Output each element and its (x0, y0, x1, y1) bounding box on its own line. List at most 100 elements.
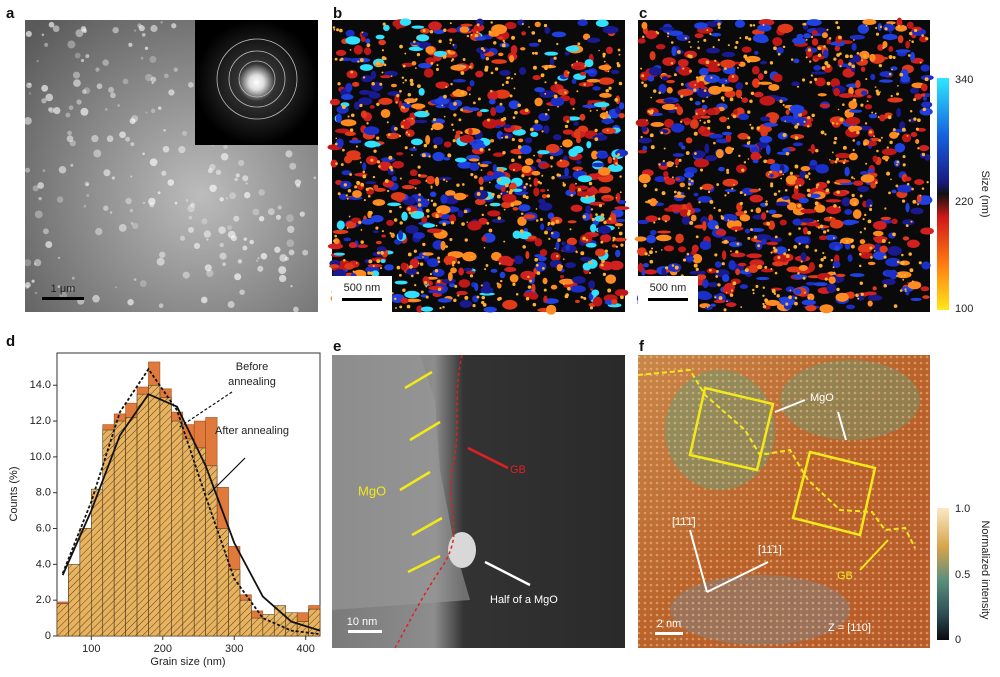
grain (65, 112, 71, 118)
grain (845, 240, 849, 243)
grain (878, 63, 882, 68)
grain (352, 190, 362, 198)
grain (374, 187, 386, 192)
grain (794, 296, 798, 300)
grain (562, 181, 565, 184)
grain (582, 212, 591, 221)
grain (539, 90, 556, 99)
grain (844, 54, 849, 59)
grain (486, 118, 491, 122)
grain (706, 47, 720, 54)
grain (782, 133, 787, 137)
grain (586, 78, 601, 83)
bar (285, 612, 298, 637)
grain (778, 190, 781, 193)
grain (875, 181, 878, 184)
grain (666, 32, 670, 35)
grain (220, 152, 229, 161)
grain (218, 226, 226, 234)
grain (911, 280, 914, 283)
grain (383, 57, 387, 61)
grain (157, 106, 162, 110)
grain (902, 236, 910, 241)
grain (555, 254, 559, 258)
grain (354, 185, 358, 189)
grain (341, 94, 354, 100)
grain (406, 101, 410, 105)
grain (95, 67, 100, 72)
grain (219, 252, 227, 260)
grain (869, 130, 873, 134)
grain (743, 161, 747, 164)
grain (436, 64, 439, 67)
grain (834, 245, 841, 252)
grain (332, 26, 336, 29)
grain (411, 154, 413, 156)
grain (145, 111, 148, 114)
grain (686, 252, 690, 256)
grain (611, 299, 618, 305)
grain (25, 30, 32, 38)
grain (860, 292, 864, 297)
grain (635, 118, 649, 127)
grain (865, 24, 868, 27)
grain (294, 179, 302, 186)
grain (644, 200, 659, 204)
grain (643, 183, 647, 188)
grain (370, 271, 374, 275)
grain (869, 204, 873, 207)
arrows (689, 399, 847, 593)
grain (865, 162, 868, 165)
grain (879, 71, 894, 78)
grain (497, 177, 502, 182)
grain (885, 257, 901, 267)
grain (586, 141, 592, 149)
grain (836, 122, 839, 125)
grain (710, 303, 716, 307)
grain (400, 297, 409, 304)
grain (848, 86, 854, 96)
grain (731, 147, 735, 151)
grain (443, 94, 447, 99)
grain (916, 127, 926, 132)
grain (556, 42, 559, 46)
grain (404, 79, 408, 82)
grain (384, 70, 398, 77)
grain (445, 180, 448, 183)
grain (290, 285, 293, 288)
grain (694, 84, 697, 86)
grain (378, 39, 387, 46)
grain (446, 28, 459, 33)
grain (610, 69, 620, 75)
grain (391, 176, 398, 182)
grain (534, 21, 541, 28)
grain (432, 118, 437, 122)
grain (607, 70, 610, 73)
grain (582, 104, 598, 109)
grain (680, 120, 683, 123)
grain (53, 107, 61, 115)
grain (430, 61, 434, 65)
grain (684, 37, 688, 40)
grain (462, 251, 477, 262)
grain (449, 238, 453, 242)
grain (219, 242, 224, 248)
grain (420, 290, 424, 294)
grain (817, 46, 821, 51)
grain (722, 178, 739, 187)
grain (458, 279, 471, 288)
grain (920, 64, 930, 72)
grain (750, 91, 755, 96)
grain (888, 191, 891, 195)
grain (576, 60, 578, 63)
grain (488, 148, 491, 151)
grain (234, 177, 238, 182)
grain (775, 201, 789, 207)
grain (764, 265, 768, 269)
grain (835, 179, 852, 184)
grain (409, 169, 418, 177)
grain (381, 49, 385, 52)
grain (480, 47, 484, 51)
grain (859, 239, 866, 245)
grain (399, 18, 412, 26)
